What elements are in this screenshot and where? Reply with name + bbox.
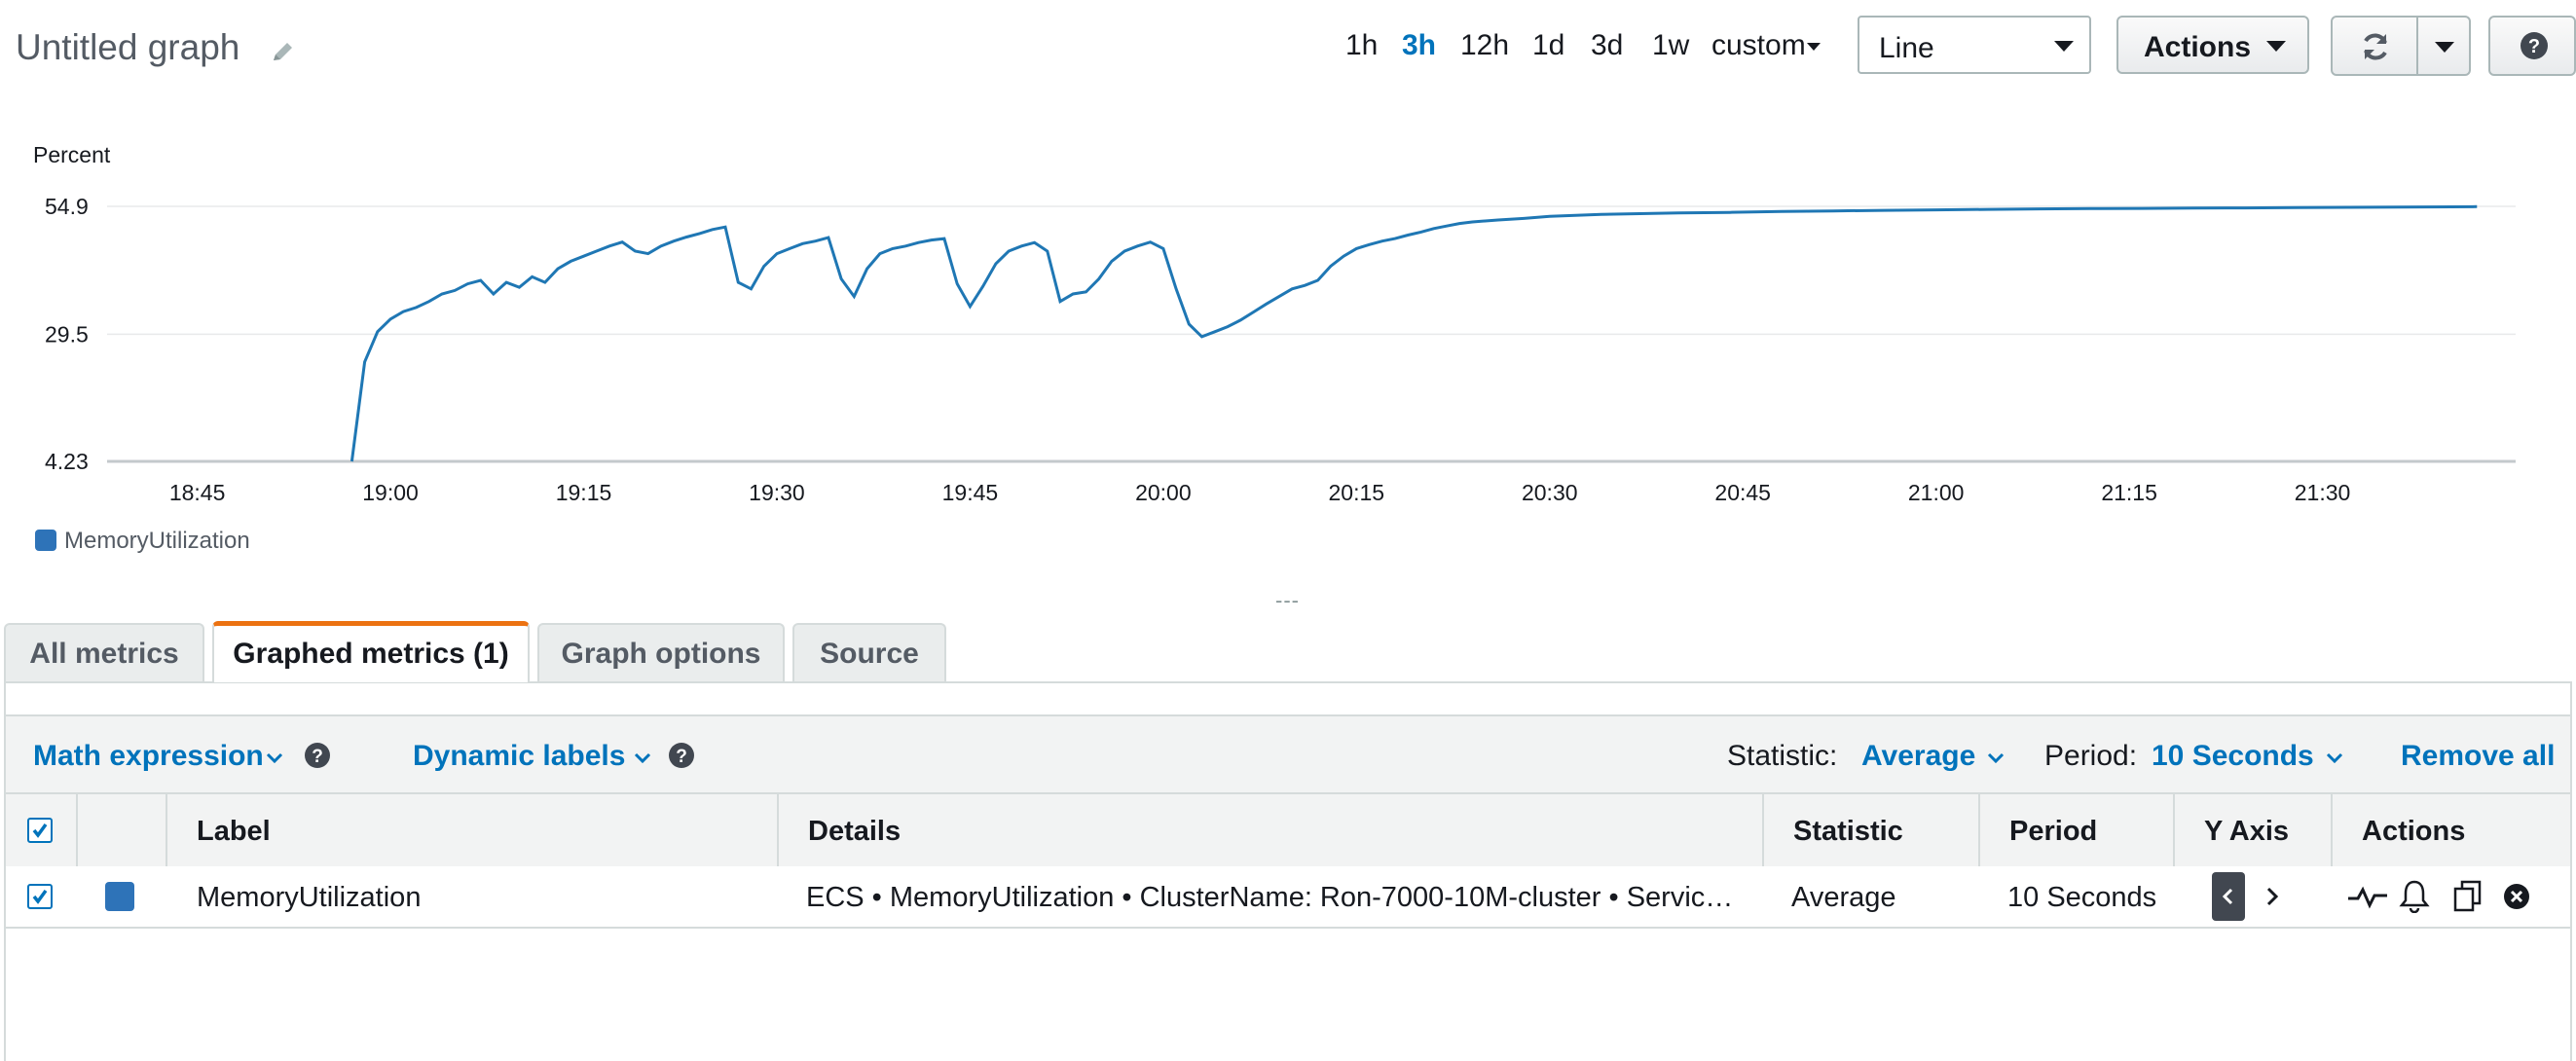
row-label[interactable]: MemoryUtilization: [197, 882, 422, 913]
graph-line-icon[interactable]: [2346, 882, 2389, 911]
help-button[interactable]: ?: [2488, 16, 2576, 76]
y-tick-label: 54.9: [45, 194, 89, 219]
range-custom[interactable]: custom: [1711, 29, 1806, 61]
chevron-down-icon: [1807, 43, 1821, 51]
column-divider: [166, 794, 167, 868]
chart-type-select[interactable]: Line: [1858, 16, 2091, 74]
chevron-down-icon: [2326, 752, 2343, 764]
legend-color-swatch: [35, 530, 56, 551]
chevron-down-icon: [266, 752, 283, 764]
copy-icon[interactable]: [2451, 878, 2484, 913]
chevron-down-icon: [634, 752, 651, 764]
chart-type-value: Line: [1879, 32, 1934, 64]
x-tick-label: 19:30: [749, 480, 805, 505]
period-dropdown[interactable]: 10 Seconds: [2152, 740, 2314, 772]
range-3h[interactable]: 3h: [1402, 29, 1437, 61]
x-tick-label: 21:15: [2101, 480, 2157, 505]
row-period[interactable]: 10 Seconds: [2007, 882, 2157, 913]
column-header-period[interactable]: Period: [2009, 816, 2098, 847]
x-tick-label: 20:30: [1522, 480, 1578, 505]
row-checkbox[interactable]: [27, 884, 53, 909]
column-header-y-axis[interactable]: Y Axis: [2204, 816, 2290, 847]
range-1w[interactable]: 1w: [1652, 29, 1690, 61]
checkmark-icon: [32, 889, 48, 904]
question-circle-icon[interactable]: ?: [668, 742, 695, 769]
caret-down-icon: [2054, 41, 2074, 52]
series-line-memoryutilization: [350, 204, 2478, 462]
x-tick-label: 20:45: [1714, 480, 1771, 505]
refresh-icon: [2364, 33, 2387, 60]
y-axis-left-button[interactable]: [2212, 872, 2245, 921]
remove-circle-icon[interactable]: [2502, 882, 2531, 911]
question-circle-icon[interactable]: ?: [304, 742, 331, 769]
column-header-actions: Actions: [2362, 816, 2466, 847]
range-3d[interactable]: 3d: [1591, 29, 1624, 61]
checkmark-icon: [32, 823, 48, 838]
chevron-right-icon[interactable]: [2261, 880, 2284, 913]
caret-down-icon: [2266, 41, 2286, 52]
y-axis-label: Percent: [33, 142, 111, 167]
x-tick-label: 21:00: [1908, 480, 1965, 505]
tab-graphed-metrics[interactable]: Graphed metrics (1): [212, 621, 530, 682]
caret-down-icon: [2435, 42, 2454, 53]
resize-handle[interactable]: ---: [1275, 588, 1300, 612]
bell-alarm-icon[interactable]: [2399, 878, 2430, 913]
column-divider: [76, 794, 78, 868]
refresh-options-button[interactable]: [2416, 16, 2471, 76]
column-divider: [2173, 794, 2175, 868]
y-tick-label: 29.5: [45, 321, 89, 347]
column-divider: [777, 794, 779, 868]
x-tick-label: 19:45: [942, 480, 999, 505]
x-tick-label: 19:00: [362, 480, 419, 505]
chevron-left-icon: [2222, 888, 2233, 905]
range-12h[interactable]: 12h: [1460, 29, 1510, 61]
x-tick-label: 20:00: [1135, 480, 1192, 505]
metrics-toolbar: Math expression ? Dynamic labels ? Stati…: [6, 714, 2570, 794]
chevron-down-icon: [1987, 752, 2005, 764]
x-tick-label: 18:45: [169, 480, 226, 505]
svg-text:?: ?: [2528, 36, 2540, 57]
range-1d[interactable]: 1d: [1532, 29, 1565, 61]
tab-all-metrics[interactable]: All metrics: [4, 623, 204, 682]
x-tick-label: 19:15: [556, 480, 612, 505]
tab-source[interactable]: Source: [792, 623, 946, 682]
column-header-details[interactable]: Details: [808, 816, 902, 847]
actions-label: Actions: [2144, 31, 2252, 63]
statistic-dropdown[interactable]: Average: [1861, 740, 1976, 772]
metrics-table-header: Label Details Statistic Period Y Axis Ac…: [6, 792, 2570, 870]
math-expression-dropdown[interactable]: Math expression: [33, 740, 264, 772]
column-header-label[interactable]: Label: [197, 816, 271, 847]
row-details: ECS • MemoryUtilization • ClusterName: R…: [806, 882, 1734, 913]
question-circle-icon: ?: [2521, 32, 2548, 59]
statistic-label: Statistic:: [1727, 740, 1838, 772]
series-color-swatch[interactable]: [105, 882, 134, 911]
x-tick-label: 21:30: [2295, 480, 2351, 505]
row-statistic[interactable]: Average: [1791, 882, 1896, 913]
column-divider: [2331, 794, 2333, 868]
table-row: MemoryUtilization ECS • MemoryUtilizatio…: [6, 866, 2570, 929]
graph-title: Untitled graph: [16, 27, 240, 67]
actions-button[interactable]: Actions: [2116, 16, 2309, 74]
select-all-checkbox[interactable]: [27, 818, 53, 843]
period-label: Period:: [2044, 740, 2138, 772]
dynamic-labels-dropdown[interactable]: Dynamic labels: [413, 740, 626, 772]
tab-graph-options[interactable]: Graph options: [537, 623, 785, 682]
svg-text:?: ?: [312, 747, 323, 767]
y-tick-label: 4.23: [45, 449, 89, 474]
refresh-button[interactable]: [2331, 16, 2418, 76]
range-1h[interactable]: 1h: [1345, 29, 1379, 61]
svg-text:?: ?: [676, 747, 687, 767]
remove-all-link[interactable]: Remove all: [2401, 740, 2556, 772]
pencil-edit-icon[interactable]: [269, 39, 296, 66]
legend-label: MemoryUtilization: [64, 528, 250, 554]
column-header-statistic[interactable]: Statistic: [1793, 816, 1903, 847]
line-chart: Percent 54.9 29.5 4.23 18:45 19:00 19:15 19:30…: [33, 142, 2516, 505]
column-divider: [1762, 794, 1764, 868]
column-divider: [1978, 794, 1980, 868]
x-tick-label: 20:15: [1329, 480, 1385, 505]
